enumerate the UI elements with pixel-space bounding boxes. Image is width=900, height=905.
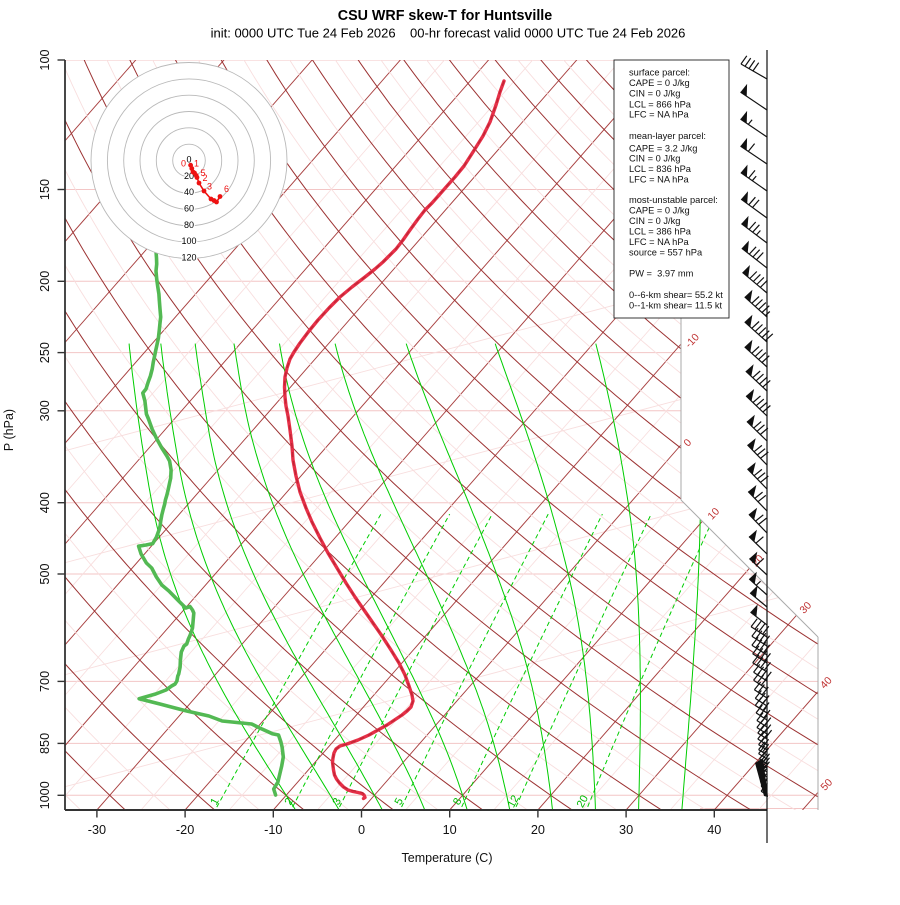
- svg-text:0: 0: [181, 159, 186, 169]
- svg-text:60: 60: [184, 204, 194, 214]
- svg-text:0--1-km shear= 11.5 kt: 0--1-km shear= 11.5 kt: [629, 300, 723, 310]
- svg-text:-20: -20: [176, 823, 194, 837]
- svg-text:CIN = 0 J/kg: CIN = 0 J/kg: [629, 216, 680, 226]
- svg-text:source = 557 hPa: source = 557 hPa: [629, 248, 703, 258]
- svg-text:LCL = 386 hPa: LCL = 386 hPa: [629, 227, 692, 237]
- svg-text:200: 200: [38, 271, 52, 292]
- svg-text:1000: 1000: [38, 781, 52, 809]
- svg-text:LFC = NA hPa: LFC = NA hPa: [629, 174, 690, 184]
- svg-text:init: 0000 UTC Tue 24 Feb 2026: init: 0000 UTC Tue 24 Feb 2026 00-hr for…: [211, 26, 686, 41]
- svg-text:-10: -10: [264, 823, 282, 837]
- svg-text:1: 1: [194, 159, 199, 169]
- svg-text:850: 850: [38, 733, 52, 754]
- svg-text:400: 400: [38, 492, 52, 513]
- svg-text:CAPE = 0 J/kg: CAPE = 0 J/kg: [629, 78, 690, 88]
- svg-text:3: 3: [207, 182, 212, 192]
- svg-text:Temperature (C): Temperature (C): [402, 851, 493, 865]
- svg-text:LFC = NA hPa: LFC = NA hPa: [629, 237, 690, 247]
- svg-text:700: 700: [38, 671, 52, 692]
- svg-text:40: 40: [707, 823, 721, 837]
- svg-text:P (hPa): P (hPa): [2, 409, 16, 451]
- svg-text:250: 250: [38, 342, 52, 363]
- svg-text:-30: -30: [88, 823, 106, 837]
- svg-text:LFC = NA hPa: LFC = NA hPa: [629, 110, 690, 120]
- svg-text:CAPE = 3.2 J/kg: CAPE = 3.2 J/kg: [629, 143, 697, 153]
- svg-text:150: 150: [38, 179, 52, 200]
- svg-text:0: 0: [358, 823, 365, 837]
- svg-text:mean-layer parcel:: mean-layer parcel:: [629, 131, 706, 141]
- svg-text:80: 80: [184, 220, 194, 230]
- svg-text:300: 300: [38, 400, 52, 421]
- svg-text:0--6-km shear= 55.2 kt: 0--6-km shear= 55.2 kt: [629, 290, 723, 300]
- svg-text:500: 500: [38, 563, 52, 584]
- svg-text:CIN = 0 J/kg: CIN = 0 J/kg: [629, 88, 680, 98]
- svg-text:most-unstable parcel:: most-unstable parcel:: [629, 195, 718, 205]
- svg-text:10: 10: [443, 823, 457, 837]
- svg-text:PW = 3.97 mm: PW = 3.97 mm: [629, 269, 694, 279]
- svg-text:6: 6: [224, 184, 229, 194]
- svg-text:LCL = 866 hPa: LCL = 866 hPa: [629, 100, 692, 110]
- svg-text:surface parcel:: surface parcel:: [629, 67, 690, 77]
- svg-text:100: 100: [181, 236, 196, 246]
- svg-text:CAPE = 0 J/kg: CAPE = 0 J/kg: [629, 206, 690, 216]
- svg-text:40: 40: [184, 187, 194, 197]
- svg-text:20: 20: [531, 823, 545, 837]
- svg-text:CIN = 0 J/kg: CIN = 0 J/kg: [629, 153, 680, 163]
- svg-text:100: 100: [38, 49, 52, 70]
- svg-text:CSU WRF skew-T for Huntsville: CSU WRF skew-T for Huntsville: [338, 8, 553, 24]
- svg-text:120: 120: [181, 253, 196, 263]
- svg-text:LCL = 836 hPa: LCL = 836 hPa: [629, 164, 692, 174]
- svg-text:30: 30: [619, 823, 633, 837]
